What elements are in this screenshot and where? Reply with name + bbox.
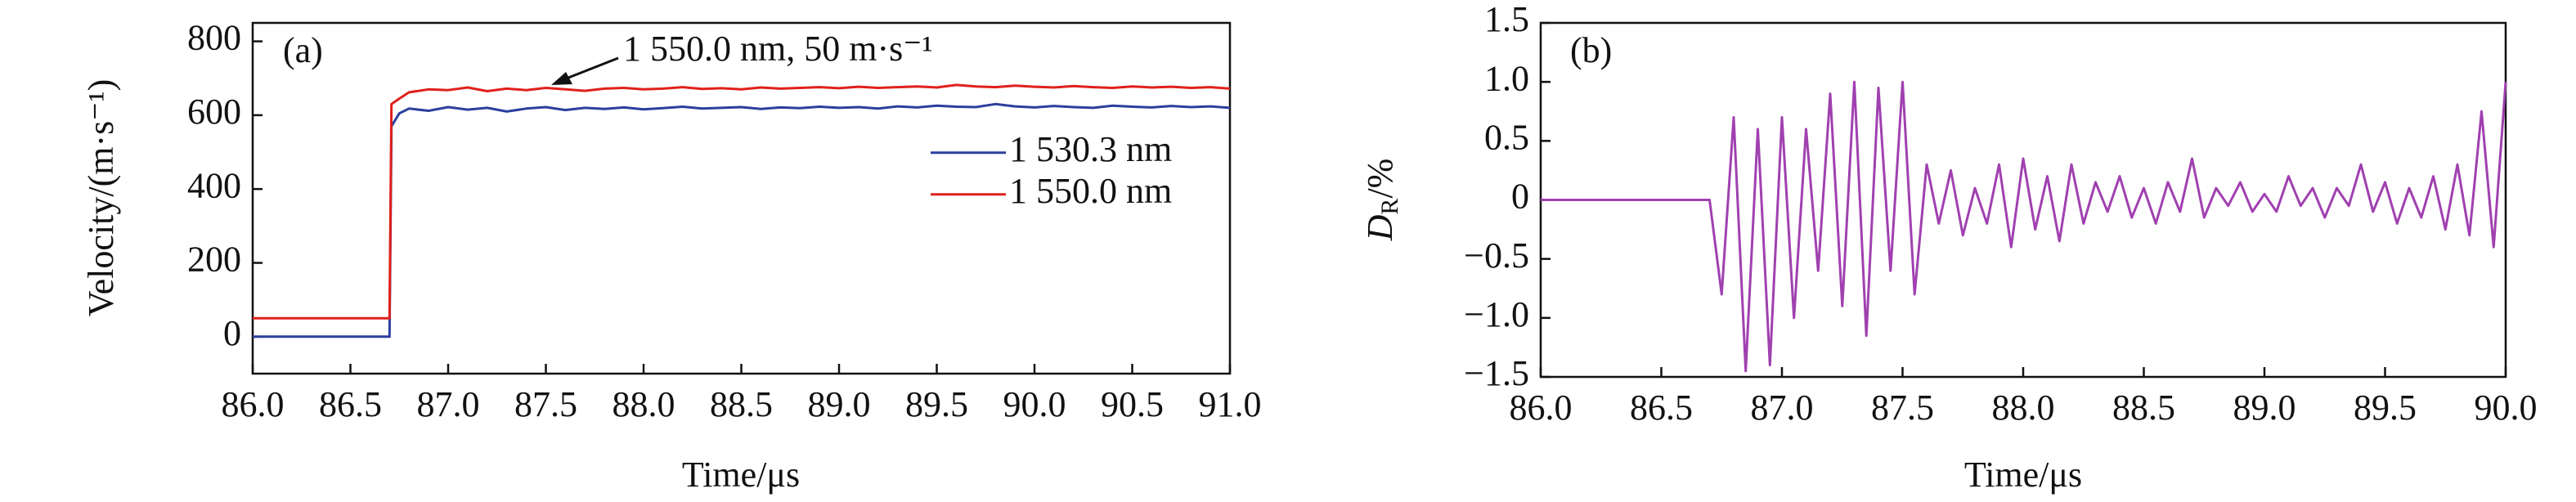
x-tick-label: 87.5 (514, 384, 577, 424)
y-axis-title: DR/% (1360, 159, 1403, 242)
y-tick-label: 0 (223, 313, 241, 353)
y-tick-label: 1.0 (1484, 58, 1529, 98)
panel-label: (a) (283, 30, 323, 70)
x-tick-label: 86.0 (1510, 388, 1573, 428)
y-tick-label: −0.5 (1464, 235, 1529, 276)
arrow-head (551, 72, 572, 85)
x-tick-label: 88.5 (710, 384, 773, 424)
series-line (253, 83, 1231, 320)
y-tick-label: 400 (187, 165, 241, 205)
x-tick-label: 91.0 (1199, 384, 1262, 424)
x-tick-label: 86.0 (222, 384, 285, 424)
x-tick-label: 88.0 (613, 384, 675, 424)
x-tick-label: 89.0 (2233, 388, 2296, 428)
x-tick-label: 88.5 (2112, 388, 2175, 428)
x-tick-label: 87.0 (1751, 388, 1814, 428)
series-line (253, 102, 1231, 338)
x-tick-label: 86.5 (1630, 388, 1693, 428)
x-tick-label: 90.0 (2475, 388, 2538, 428)
x-tick-label: 86.5 (319, 384, 382, 424)
x-tick-label: 90.0 (1003, 384, 1066, 424)
y-tick-label: −1.5 (1464, 353, 1529, 393)
x-tick-label: 89.5 (905, 384, 968, 424)
y-tick-label: 1.5 (1484, 0, 1529, 39)
y-tick-label: 600 (187, 92, 241, 132)
y-tick-label: −1.0 (1464, 294, 1529, 334)
y-tick-label: 0.5 (1484, 117, 1529, 157)
x-tick-label: 89.5 (2354, 388, 2417, 428)
y-tick-label: 800 (187, 18, 241, 58)
y-tick-label: 200 (187, 240, 241, 280)
x-tick-label: 87.5 (1871, 388, 1934, 428)
x-tick-label: 90.5 (1101, 384, 1164, 424)
x-tick-label: 89.0 (808, 384, 871, 424)
y-tick-label: 0 (1511, 177, 1529, 217)
y-axis-title-main: D (1360, 214, 1400, 241)
legend-label: 1 550.0 nm (1009, 171, 1172, 211)
x-axis-title: Time/μs (1964, 455, 2082, 495)
annotation: 1 550.0 nm, 50 m·s⁻¹ (623, 29, 933, 69)
x-tick-label: 88.0 (1992, 388, 2055, 428)
legend-label: 1 530.3 nm (1009, 129, 1172, 169)
series-line (1541, 80, 2507, 373)
y-axis-title: Velocity/(m·s⁻¹) (81, 79, 121, 317)
x-tick-label: 87.0 (417, 384, 480, 424)
panel-label: (b) (1570, 30, 1612, 70)
x-axis-title: Time/μs (682, 455, 800, 495)
y-axis-title-suffix: /% (1360, 159, 1400, 199)
annotation-arrow (563, 56, 619, 81)
y-axis-title-sub: R (1376, 199, 1403, 215)
